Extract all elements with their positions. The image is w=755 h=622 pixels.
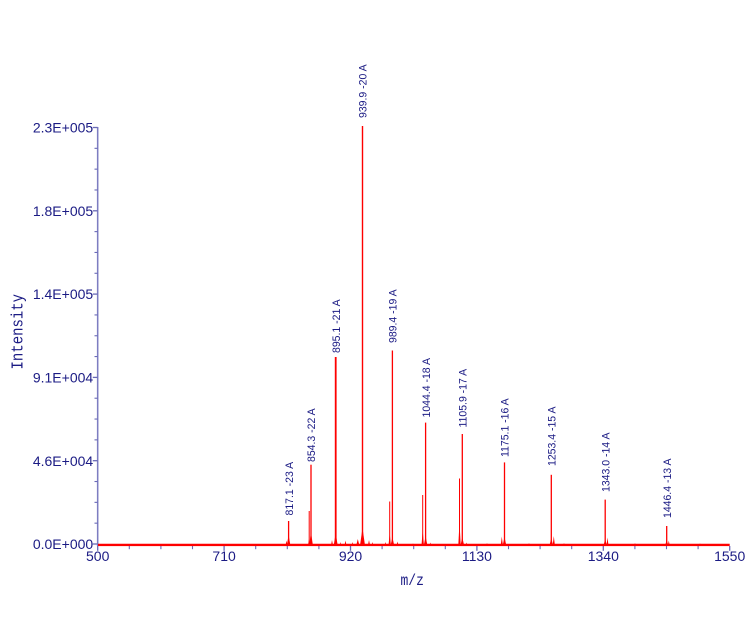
svg-text:920: 920 <box>339 548 363 564</box>
svg-text:1130: 1130 <box>462 548 492 564</box>
svg-text:m/z: m/z <box>401 573 424 590</box>
svg-text:1175.1 -16 A: 1175.1 -16 A <box>499 398 511 457</box>
svg-text:4.6E+004: 4.6E+004 <box>33 453 94 469</box>
svg-text:710: 710 <box>212 548 236 564</box>
svg-text:2.3E+005: 2.3E+005 <box>33 120 94 136</box>
svg-text:1.8E+005: 1.8E+005 <box>33 203 94 219</box>
svg-text:1253.4 -15 A: 1253.4 -15 A <box>546 406 558 466</box>
svg-text:1340: 1340 <box>588 548 619 564</box>
svg-text:895.1 -21 A: 895.1 -21 A <box>331 299 343 353</box>
svg-text:1.4E+005: 1.4E+005 <box>33 286 94 302</box>
svg-text:854.3 -22 A: 854.3 -22 A <box>306 408 318 462</box>
svg-text:9.1E+004: 9.1E+004 <box>33 370 94 386</box>
svg-text:989.4 -19 A: 989.4 -19 A <box>387 289 399 343</box>
svg-text:817.1 -23 A: 817.1 -23 A <box>283 461 295 515</box>
svg-text:0.0E+000: 0.0E+000 <box>33 536 94 552</box>
svg-text:Intensity: Intensity <box>8 294 28 370</box>
svg-text:1343.0 -14 A: 1343.0 -14 A <box>600 432 612 492</box>
svg-text:1044.4 -18 A: 1044.4 -18 A <box>420 357 432 417</box>
svg-text:1105.9 -17 A: 1105.9 -17 A <box>457 368 469 427</box>
svg-text:1446.4 -13 A: 1446.4 -13 A <box>662 458 674 518</box>
svg-text:1550: 1550 <box>714 548 745 564</box>
svg-text:500: 500 <box>86 548 110 564</box>
svg-text:939.9 -20 A: 939.9 -20 A <box>357 64 369 118</box>
